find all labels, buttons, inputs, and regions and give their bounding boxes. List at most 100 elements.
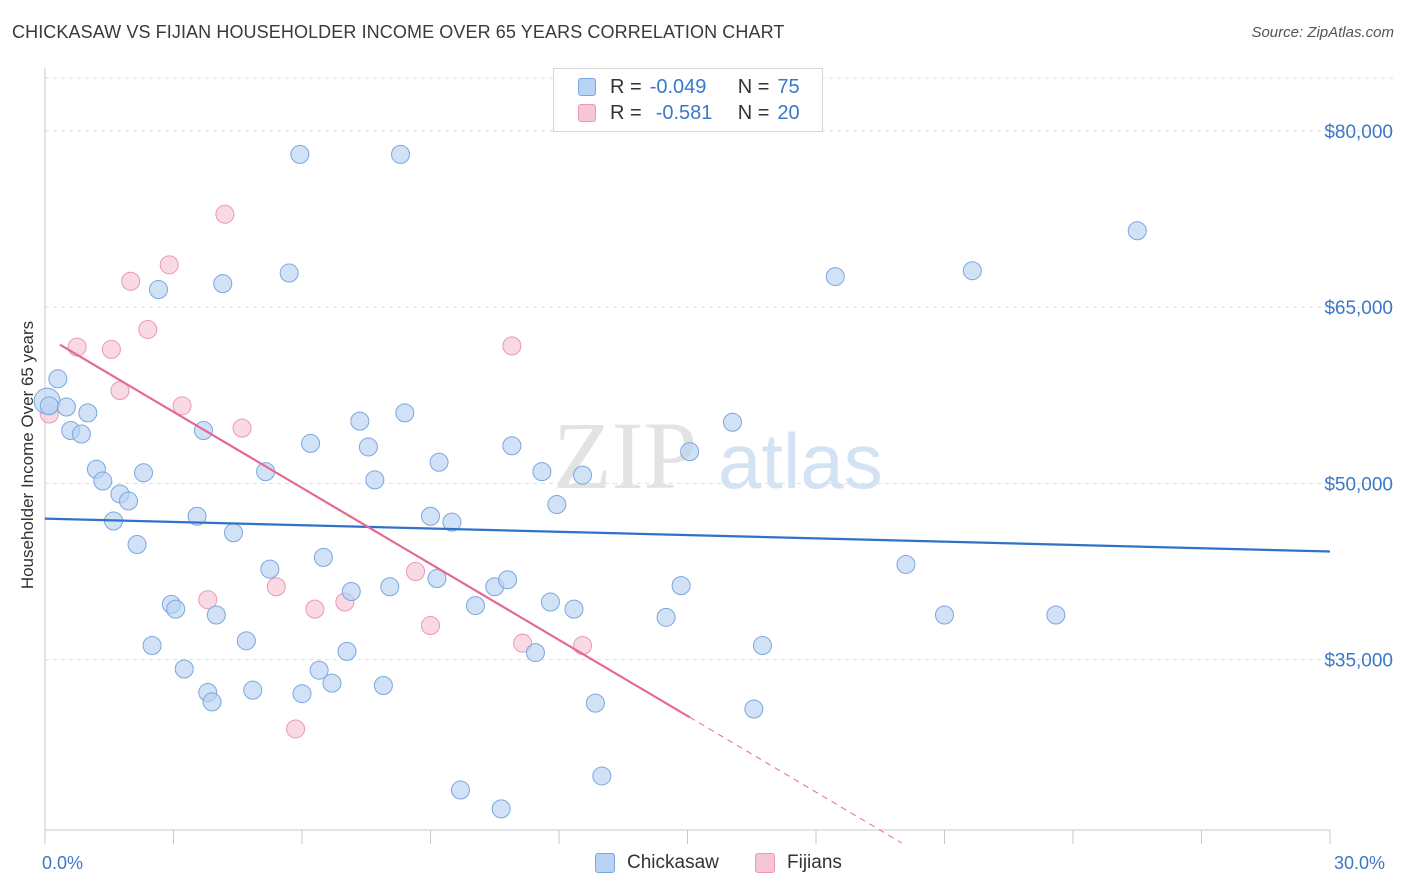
fijian-point <box>159 255 179 275</box>
chickasaw-point <box>119 491 139 511</box>
chickasaw-point <box>337 641 357 661</box>
chickasaw-point <box>1046 605 1066 625</box>
chickasaw-swatch <box>578 78 596 96</box>
fijian-point <box>215 204 235 224</box>
y-tick-label: $80,000 <box>1324 122 1393 143</box>
fijian-swatch <box>755 853 775 873</box>
chickasaw-point <box>752 636 772 656</box>
chickasaw-point <box>290 144 310 164</box>
chickasaw-point <box>202 692 222 712</box>
watermark: ZIP atlas <box>553 402 883 509</box>
chickasaw-point <box>206 605 226 625</box>
chickasaw-point <box>491 799 511 819</box>
chickasaw-point <box>592 766 612 786</box>
chickasaw-point <box>935 605 954 625</box>
legend-n-value: 20 <box>777 101 800 124</box>
legend-r-value: -0.581 <box>655 101 713 124</box>
correlation-legend: R = -0.049 N = 75 R = -0.581 N = 20 <box>553 68 823 132</box>
chickasaw-point <box>365 470 385 490</box>
chickasaw-point <box>450 780 470 800</box>
chickasaw-point <box>502 436 522 456</box>
chickasaw-point <box>341 581 361 601</box>
fijian-point <box>286 719 306 739</box>
chickasaw-point <box>656 607 676 627</box>
chickasaw-point <box>78 403 98 423</box>
x-axis-min-label: 0.0% <box>42 853 84 873</box>
fijian-point <box>138 319 158 339</box>
series-legend: Chickasaw Fijians <box>0 852 1406 878</box>
y-tick-label: $35,000 <box>1324 651 1393 672</box>
chickasaw-point <box>744 699 764 719</box>
fijian-point <box>406 562 426 581</box>
fijian-point <box>502 336 522 356</box>
chickasaw-point <box>391 144 411 164</box>
chickasaw-point <box>380 577 400 597</box>
chickasaw-point <box>134 463 154 483</box>
fijian-point <box>421 616 440 636</box>
fijian-points <box>39 204 593 739</box>
fijian-point <box>305 599 325 619</box>
chickasaw-point <box>292 684 312 704</box>
chickasaw-point <box>166 599 186 619</box>
chickasaw-trend-line <box>44 517 1331 553</box>
trend-lines <box>44 343 1331 844</box>
chickasaw-point <box>350 411 370 431</box>
fijian-trend-extension <box>689 716 902 844</box>
chickasaw-point <box>149 280 169 299</box>
legend-row-fijian: R = -0.581 N = 20 <box>578 101 800 125</box>
legend-n-label: N = <box>737 75 770 98</box>
legend-item-chickasaw: Chickasaw <box>595 852 719 874</box>
legend-n-value: 75 <box>777 75 800 98</box>
chickasaw-point <box>825 267 845 287</box>
chickasaw-point <box>301 433 321 453</box>
chart-title: CHICKASAW VS FIJIAN HOUSEHOLDER INCOME O… <box>12 22 785 42</box>
chickasaw-point <box>564 599 584 619</box>
chickasaw-point <box>540 592 560 612</box>
chickasaw-point <box>187 506 207 526</box>
axes <box>44 68 1331 844</box>
chickasaw-point <box>421 506 440 526</box>
chickasaw-point <box>585 693 605 713</box>
gridlines <box>45 77 1393 661</box>
chickasaw-point <box>525 643 545 663</box>
chickasaw-point <box>442 512 462 532</box>
fijian-point <box>573 636 593 656</box>
legend-item-fijians: Fijians <box>755 852 842 874</box>
watermark-zip: ZIP <box>553 402 697 509</box>
chickasaw-point <box>498 570 518 590</box>
legend-n-label: N = <box>737 101 770 124</box>
chickasaw-point <box>722 412 742 432</box>
chickasaw-point <box>896 554 916 574</box>
y-tick-label: $50,000 <box>1324 474 1393 495</box>
chickasaw-point <box>223 523 243 543</box>
fijian-point <box>121 271 141 291</box>
source-credit: Source: ZipAtlas.com <box>1251 24 1394 41</box>
y-tick-label: $65,000 <box>1324 298 1393 319</box>
fijian-trend-line <box>59 343 691 719</box>
chickasaw-point <box>93 471 113 491</box>
chickasaw-point <box>1127 221 1147 241</box>
chickasaw-point <box>429 452 449 472</box>
fijian-swatch <box>578 104 596 122</box>
fijian-point <box>513 633 533 653</box>
chickasaw-point <box>56 397 76 417</box>
chickasaw-point <box>260 559 280 579</box>
chickasaw-point <box>573 465 593 485</box>
chickasaw-point <box>427 569 447 589</box>
fijian-point <box>110 381 130 401</box>
fijian-point <box>198 590 218 610</box>
fijian-point <box>67 337 87 357</box>
chickasaw-point <box>174 659 194 679</box>
chickasaw-point <box>532 462 552 482</box>
y-axis-label: Householder Income Over 65 years <box>18 320 37 590</box>
fijian-point <box>101 339 121 359</box>
chickasaw-point <box>680 442 700 462</box>
chickasaw-point <box>213 274 233 294</box>
chickasaw-point <box>48 369 68 389</box>
watermark-atlas: atlas <box>718 417 883 505</box>
chickasaw-point <box>39 396 59 416</box>
chickasaw-point <box>243 680 263 700</box>
chickasaw-point <box>395 403 415 423</box>
chickasaw-swatch <box>595 853 615 873</box>
chickasaw-point <box>313 547 333 567</box>
